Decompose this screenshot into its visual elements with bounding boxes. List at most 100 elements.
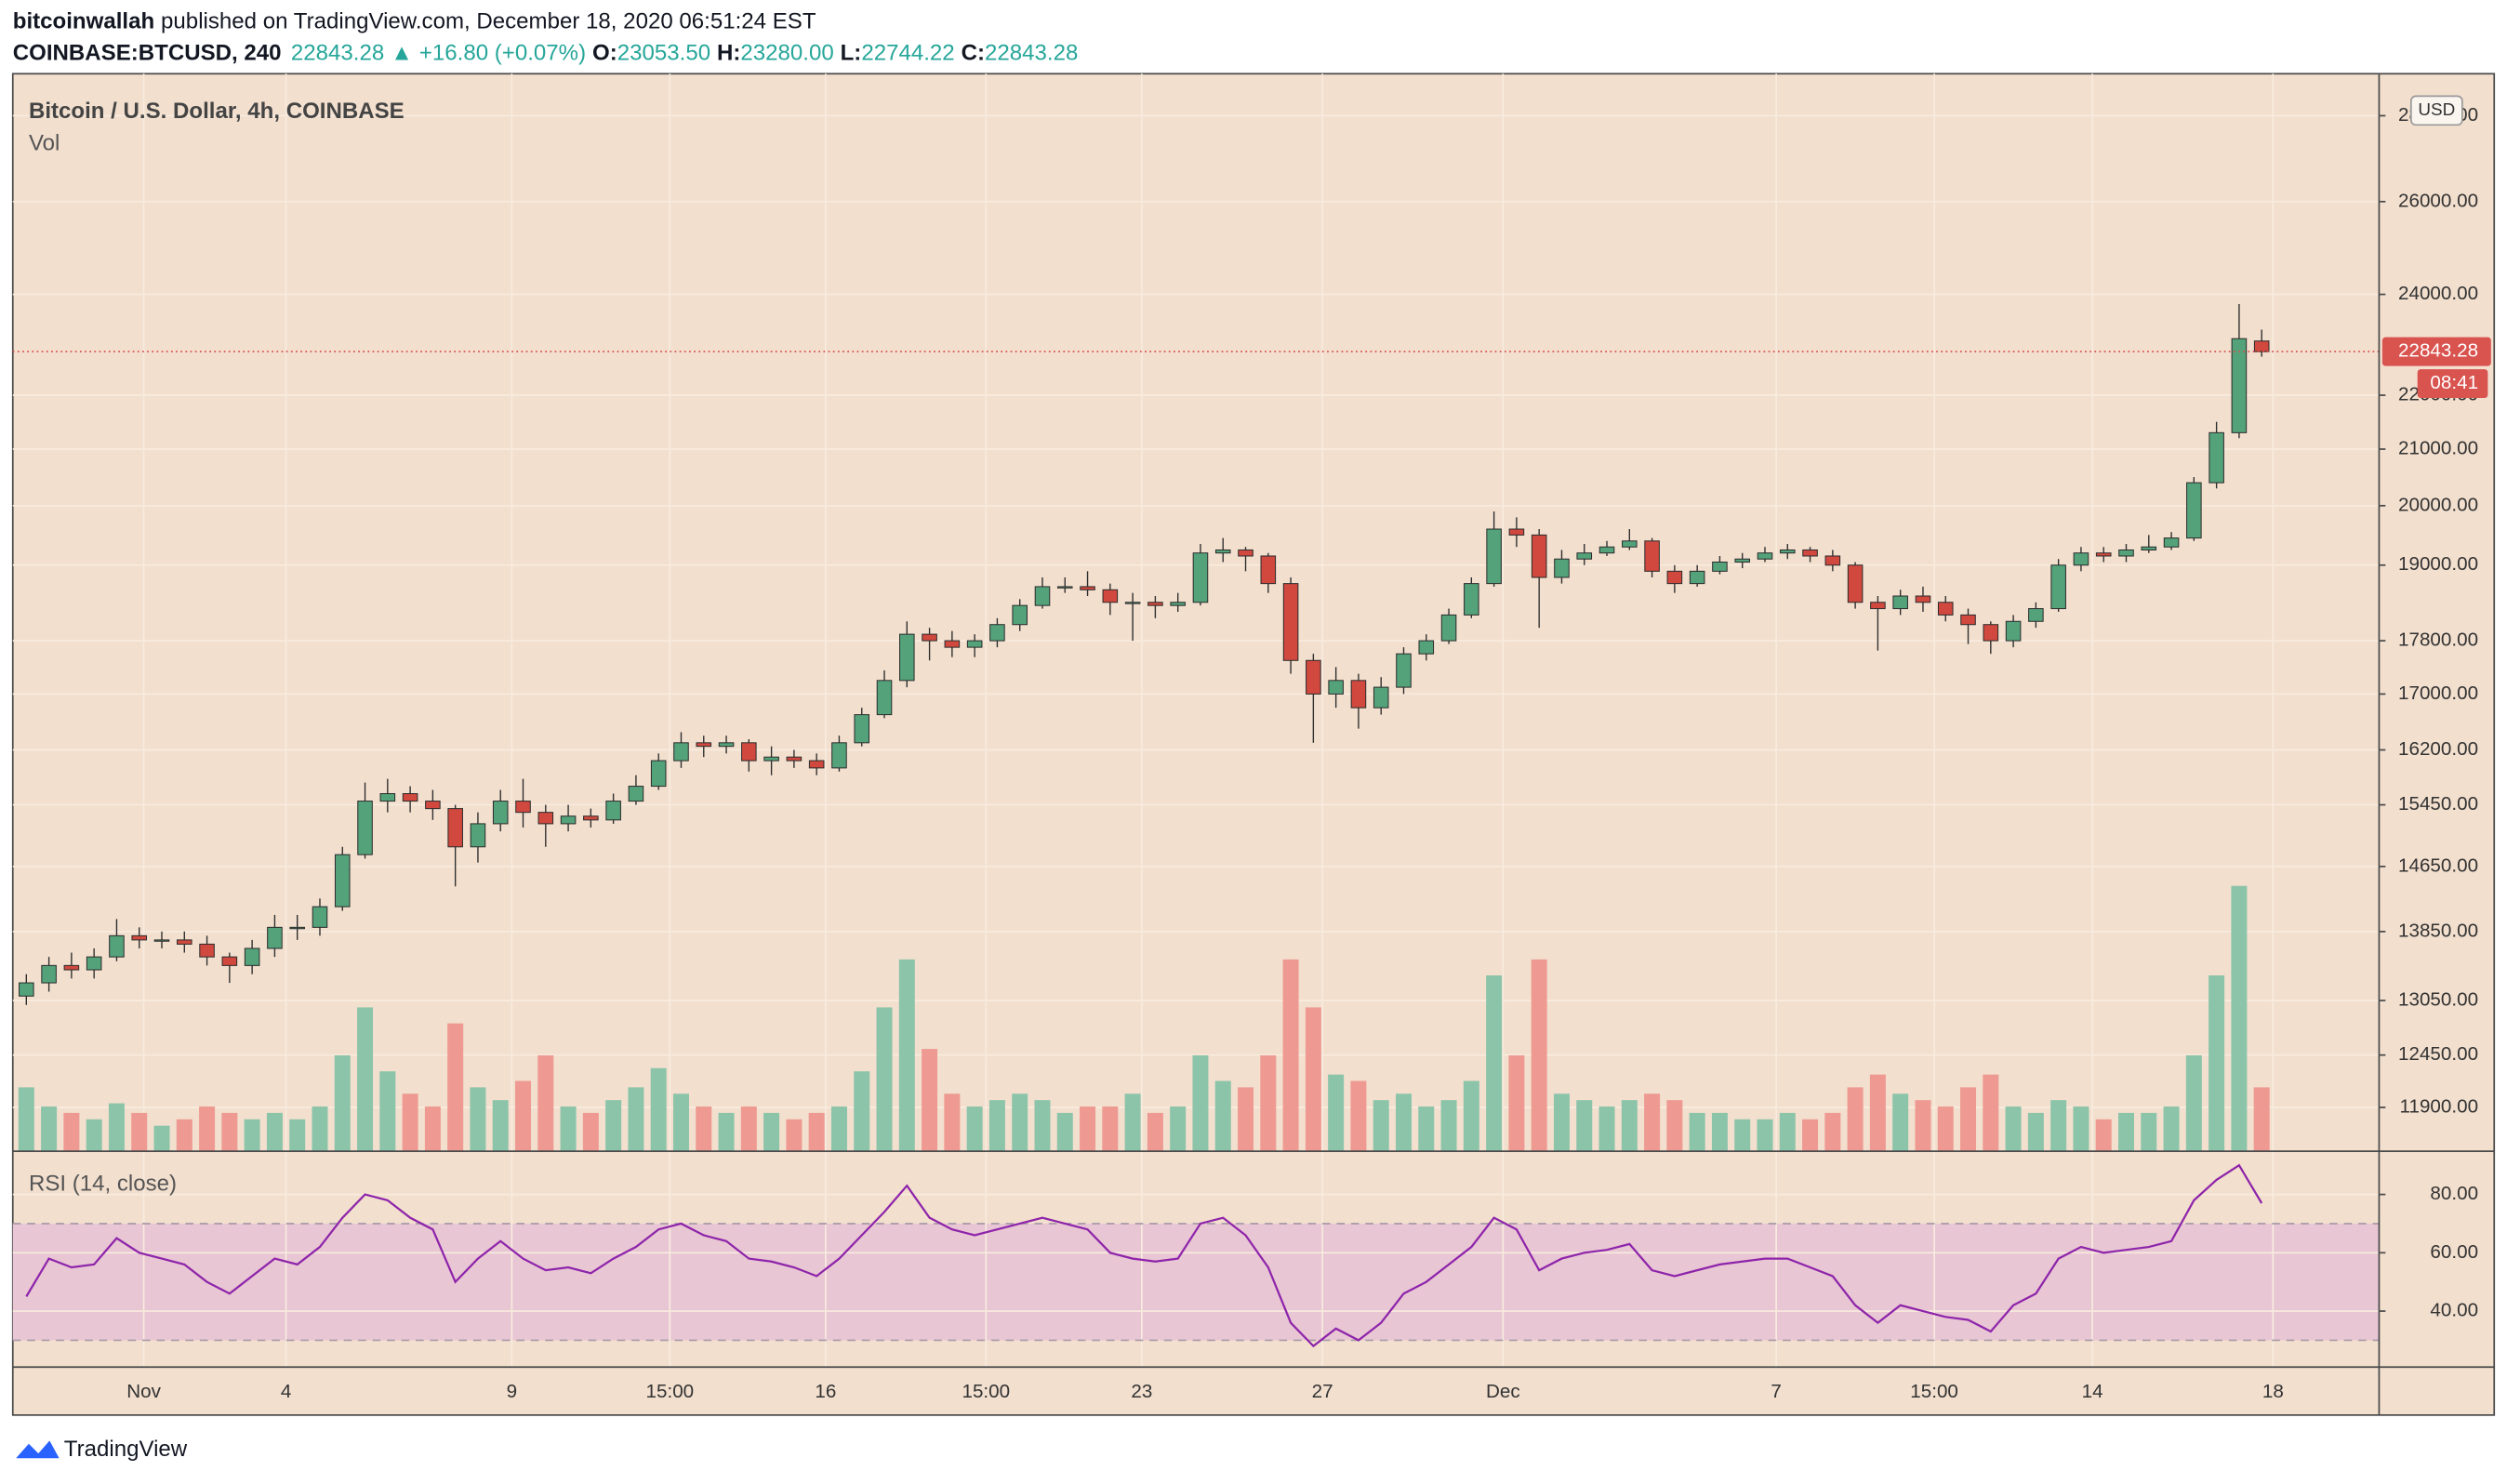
x-tick-label: 7	[1771, 1381, 1781, 1402]
volume-bar	[582, 1112, 599, 1152]
volume-bar	[199, 1106, 216, 1152]
volume-bar	[560, 1106, 577, 1152]
candle-body	[1418, 640, 1435, 655]
volume-bar	[1012, 1093, 1028, 1152]
x-tick-label: 9	[507, 1381, 517, 1402]
volume-bar	[63, 1112, 80, 1152]
candle-body	[899, 633, 915, 682]
volume-bar	[876, 1007, 893, 1152]
y-tick-label: 13850.00	[2398, 920, 2478, 941]
volume-bar	[1621, 1100, 1638, 1152]
arrow: ▲	[391, 41, 413, 66]
candle-body	[2028, 608, 2044, 622]
candle-body	[1824, 555, 1841, 566]
x-tick-label: 15:00	[1910, 1381, 1958, 1402]
candle-body	[696, 742, 712, 748]
candle-body	[402, 793, 418, 802]
volume-bar	[2073, 1106, 2089, 1152]
candle-body	[1034, 586, 1051, 606]
candle-body	[2253, 340, 2270, 352]
candle-body	[2005, 620, 2022, 642]
candle-body	[1644, 540, 1660, 572]
candle-body	[1622, 540, 1638, 548]
candle-body	[2163, 537, 2180, 548]
last: 22843.28	[291, 41, 384, 66]
candle-body	[2095, 552, 2112, 557]
candle-body	[1915, 595, 1931, 603]
y-tick-label: 26000.00	[2398, 190, 2478, 211]
h-value: 23280.00	[740, 41, 833, 66]
candle-body	[1666, 570, 1683, 585]
volume-bar	[176, 1119, 192, 1152]
candle-body	[1892, 595, 1908, 610]
rsi-band	[12, 1223, 2380, 1341]
y-tick-label: 19000.00	[2398, 553, 2478, 575]
y-tick-label: 20000.00	[2398, 494, 2478, 515]
candle-body	[1373, 686, 1389, 709]
volume-bar	[1711, 1112, 1728, 1152]
publish-line: bitcoinwallah published on TradingView.co…	[13, 9, 816, 34]
volume-bar	[1779, 1112, 1796, 1152]
volume-bar	[718, 1112, 735, 1152]
candle-body	[786, 756, 803, 762]
x-tick-label: Dec	[1486, 1381, 1520, 1402]
candle-body	[1396, 653, 1412, 688]
candle-body	[741, 742, 757, 762]
candle-body	[2231, 338, 2248, 433]
volume-bar	[1689, 1112, 1705, 1152]
volume-bar	[1373, 1100, 1389, 1152]
volume-bar	[808, 1112, 825, 1152]
candle-body	[650, 760, 667, 788]
change: +16.80 (+0.07%)	[419, 41, 586, 66]
x-tick-label: 16	[815, 1381, 836, 1402]
candle-body	[1983, 624, 1999, 642]
y-tick-label: 12450.00	[2398, 1043, 2478, 1065]
volume-bar	[2163, 1106, 2180, 1152]
candle-body	[673, 742, 689, 762]
symbol-line: COINBASE:BTCUSD, 240 22843.28 ▲ +16.80 (+0.…	[13, 41, 1079, 66]
candle-body	[1486, 528, 1502, 585]
candle-body	[470, 823, 486, 848]
x-tick-label: 23	[1131, 1381, 1152, 1402]
volume-bar	[1869, 1074, 1886, 1152]
candle-body	[1012, 604, 1028, 626]
volume-bar	[1757, 1119, 1773, 1152]
candle-body	[944, 640, 961, 648]
volume-bar	[2209, 975, 2225, 1152]
candle-body	[1238, 549, 1254, 557]
candle-body	[560, 815, 577, 825]
candle-body	[1960, 614, 1976, 626]
volume-bar	[492, 1100, 509, 1152]
candle-body	[583, 815, 599, 821]
candle-body	[109, 934, 125, 958]
o-value: 23053.50	[617, 41, 710, 66]
candle-body	[763, 756, 779, 762]
rsi-title: RSI (14, close)	[29, 1172, 177, 1197]
y-tick-label: 17800.00	[2398, 629, 2478, 651]
pane-title: Bitcoin / U.S. Dollar, 4h, COINBASE	[29, 99, 405, 124]
volume-bar	[1463, 1080, 1479, 1152]
candle-body	[1056, 586, 1073, 589]
candle-body	[1598, 546, 1615, 554]
candle-body	[267, 926, 283, 949]
volume-bar	[1418, 1106, 1435, 1152]
candle-body	[605, 801, 621, 821]
volume-bar	[830, 1106, 847, 1152]
candle-body	[425, 801, 441, 810]
candle-body	[1170, 602, 1186, 606]
volume-bar	[1440, 1100, 1457, 1152]
candle-body	[447, 808, 463, 848]
volume-bar	[2027, 1112, 2044, 1152]
volume-bar	[1734, 1119, 1751, 1152]
volume-bar	[1080, 1106, 1096, 1152]
volume-bar	[18, 1087, 34, 1152]
currency-label: USD	[2418, 100, 2455, 120]
volume-bar	[2095, 1119, 2112, 1152]
candle-body	[1508, 528, 1525, 536]
volume-bar	[2185, 1055, 2202, 1152]
chart-layer: Nov 4 9 15:00 16 15:00 23 27 Dec 7 15:00 14 18 11900.…	[12, 73, 2491, 1402]
countdown-label: 08:41	[2430, 372, 2478, 393]
volume-bar	[2231, 885, 2248, 1152]
candle-body	[312, 906, 328, 928]
